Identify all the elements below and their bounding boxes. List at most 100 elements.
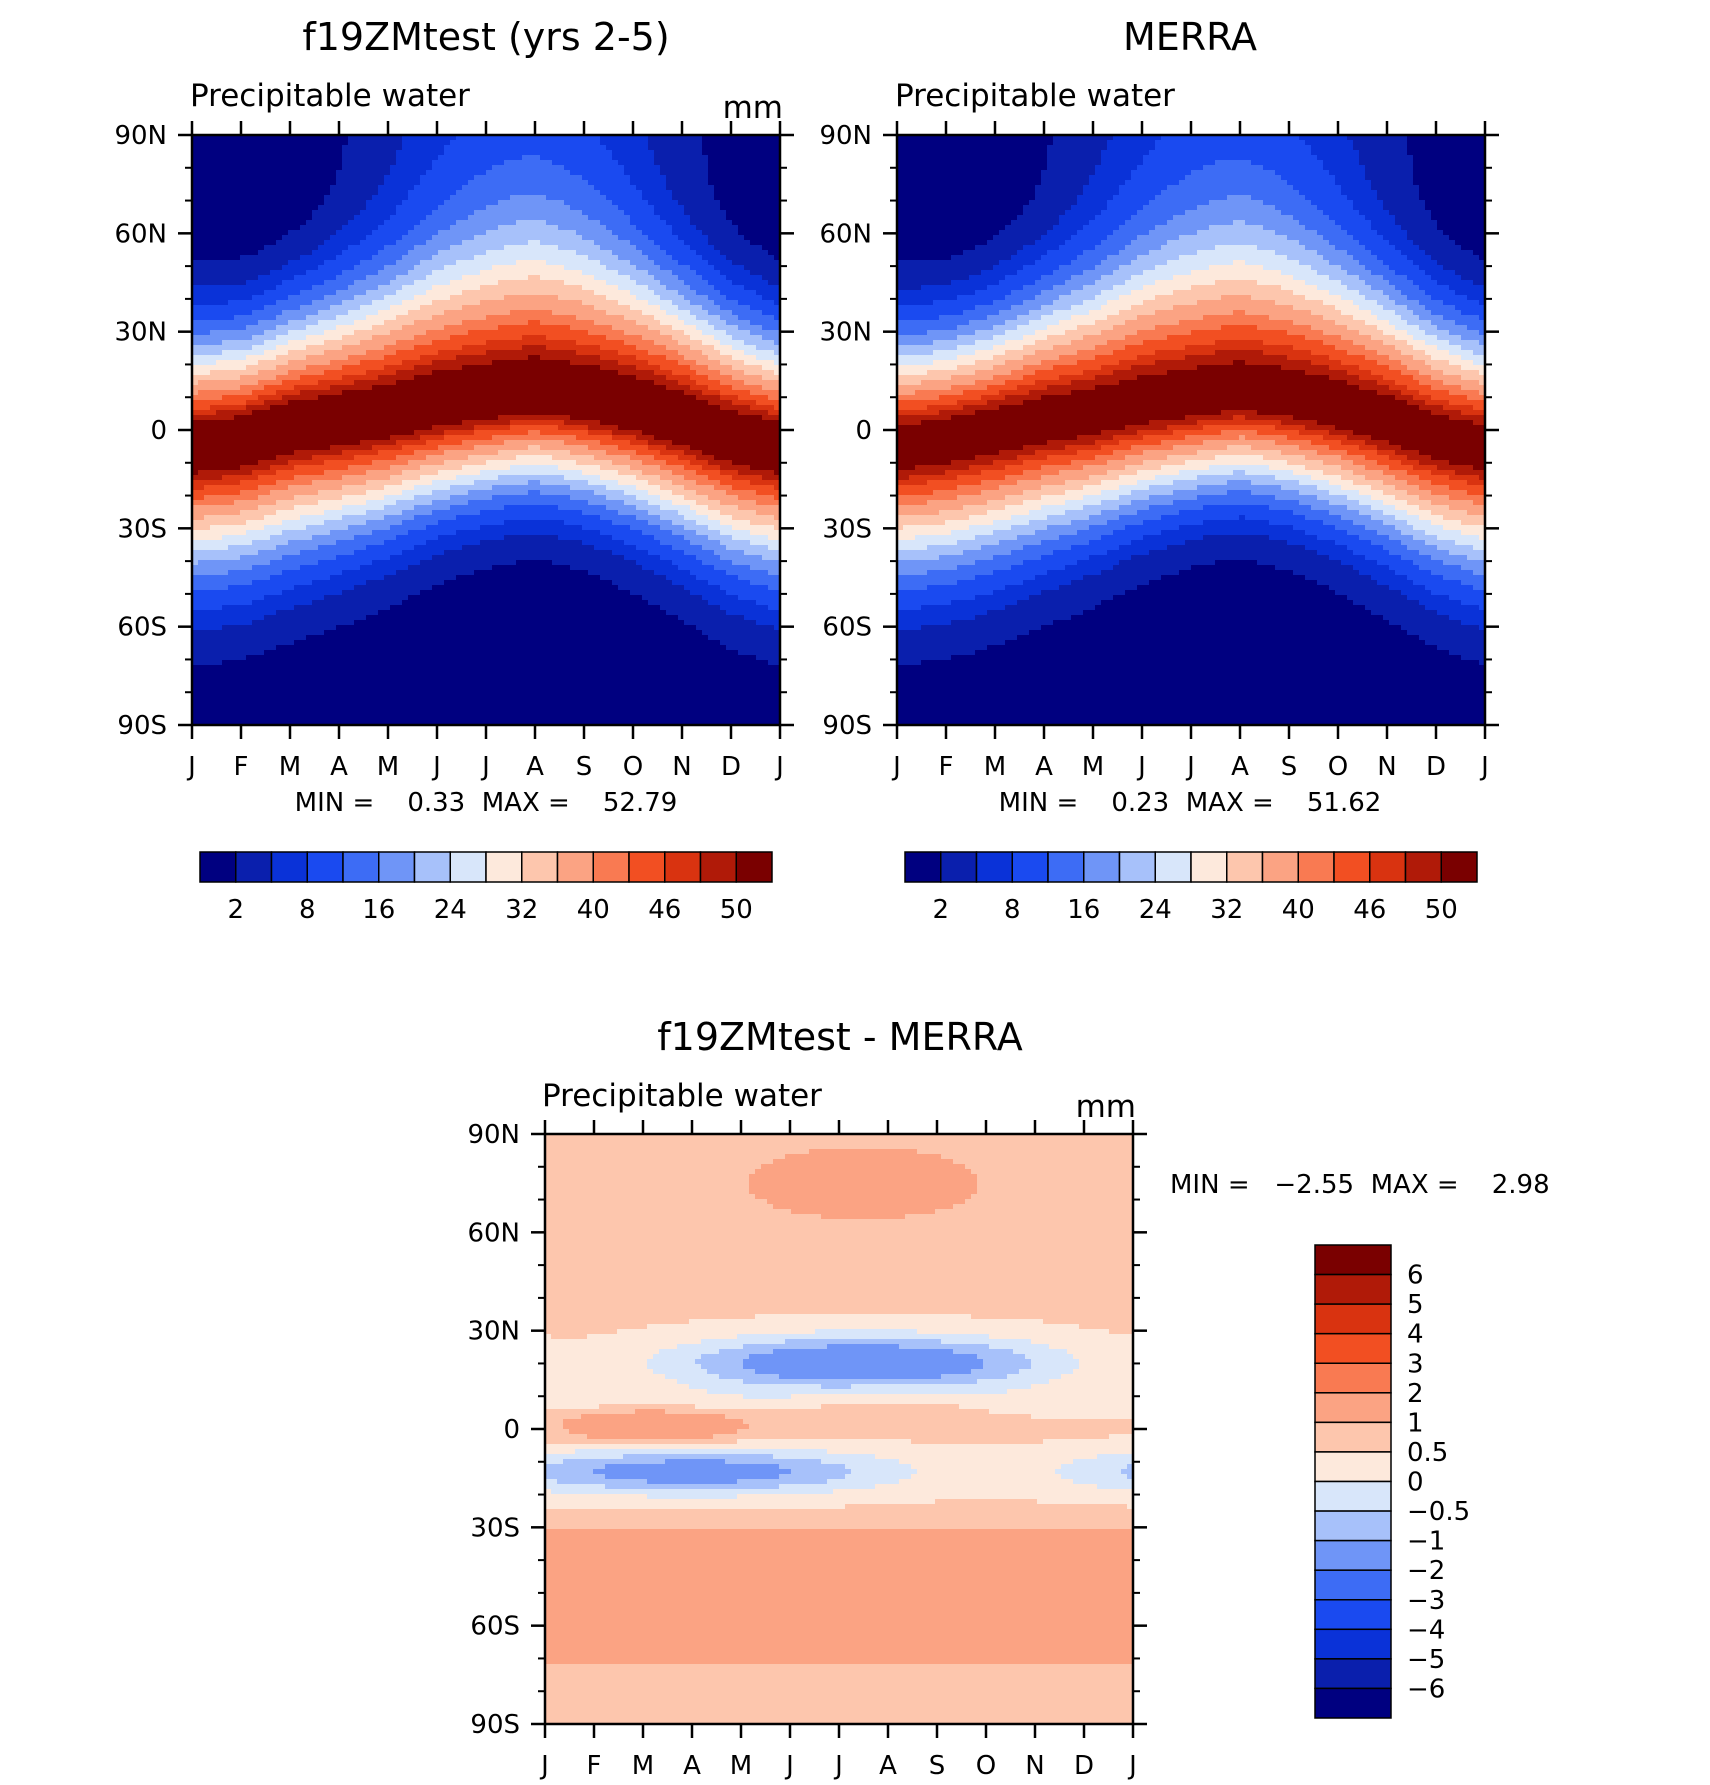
field-cell — [762, 135, 769, 141]
field-cell — [222, 250, 229, 256]
field-cell — [540, 245, 547, 251]
field-cell — [258, 170, 265, 176]
field-cell — [282, 145, 289, 151]
field-cell — [534, 295, 541, 301]
field-cell — [768, 315, 775, 321]
field-cell — [552, 175, 559, 181]
field-cell — [216, 210, 223, 216]
field-cell — [204, 205, 211, 211]
field-cell — [300, 295, 307, 301]
field-cell — [258, 345, 265, 351]
field-cell — [570, 290, 577, 296]
field-cell — [762, 180, 769, 186]
field-cell — [552, 155, 559, 161]
field-cell — [498, 320, 505, 326]
field-cell — [756, 140, 763, 146]
field-cell — [738, 295, 745, 301]
field-cell — [276, 345, 283, 351]
field-cell — [558, 370, 565, 376]
field-cell — [198, 295, 205, 301]
field-cell — [348, 280, 355, 286]
field-cell — [660, 330, 667, 336]
field-cell — [246, 230, 253, 236]
field-cell — [540, 380, 547, 386]
field-cell — [348, 140, 355, 146]
field-cell — [480, 305, 487, 311]
field-cell — [474, 220, 481, 226]
field-cell — [726, 170, 733, 176]
field-cell — [426, 335, 433, 341]
field-cell — [594, 345, 601, 351]
field-cell — [606, 280, 613, 286]
field-cell — [480, 295, 487, 301]
field-cell — [756, 155, 763, 161]
field-cell — [774, 270, 780, 276]
field-cell — [426, 195, 433, 201]
field-cell — [498, 265, 505, 271]
field-cell — [762, 340, 769, 346]
field-cell — [450, 330, 457, 336]
field-cell — [666, 310, 673, 316]
field-cell — [516, 200, 523, 206]
field-cell — [666, 195, 673, 201]
field-cell — [594, 255, 601, 261]
field-cell — [534, 220, 541, 226]
field-cell — [378, 375, 385, 381]
field-cell — [384, 370, 391, 376]
field-cell — [648, 335, 655, 341]
field-cell — [678, 300, 685, 306]
field-cell — [570, 305, 577, 311]
field-cell — [402, 260, 409, 266]
field-cell — [300, 245, 307, 251]
field-cell — [660, 305, 667, 311]
field-cell — [708, 305, 715, 311]
field-cell — [312, 345, 319, 351]
field-cell — [486, 155, 493, 161]
field-cell — [642, 255, 649, 261]
field-cell — [498, 280, 505, 286]
field-cell — [558, 165, 565, 171]
field-cell — [522, 165, 529, 171]
field-cell — [504, 220, 511, 226]
field-cell — [606, 150, 613, 156]
field-cell — [648, 285, 655, 291]
field-cell — [432, 225, 439, 231]
field-cell — [348, 285, 355, 291]
field-cell — [456, 380, 463, 386]
field-cell — [714, 310, 721, 316]
field-cell — [300, 160, 307, 166]
field-cell — [654, 150, 661, 156]
field-cell — [612, 295, 619, 301]
field-cell — [198, 215, 205, 221]
field-cell — [300, 315, 307, 321]
field-cell — [342, 255, 349, 261]
field-cell — [360, 180, 367, 186]
field-cell — [510, 140, 517, 146]
field-cell — [384, 145, 391, 151]
field-cell — [252, 285, 259, 291]
field-cell — [450, 215, 457, 221]
field-cell — [438, 355, 445, 361]
field-cell — [762, 280, 769, 286]
field-cell — [522, 215, 529, 221]
field-cell — [582, 300, 589, 306]
field-cell — [270, 315, 277, 321]
field-cell — [672, 235, 679, 241]
field-cell — [510, 365, 517, 371]
field-cell — [234, 380, 241, 386]
field-cell — [336, 165, 343, 171]
field-cell — [420, 320, 427, 326]
field-cell — [312, 260, 319, 266]
field-cell — [648, 340, 655, 346]
field-cell — [402, 365, 409, 371]
field-cell — [372, 330, 379, 336]
field-cell — [264, 175, 271, 181]
field-cell — [732, 145, 739, 151]
field-cell — [402, 150, 409, 156]
field-cell — [522, 180, 529, 186]
field-cell — [630, 270, 637, 276]
field-cell — [204, 245, 211, 251]
field-cell — [462, 200, 469, 206]
field-cell — [312, 140, 319, 146]
field-cell — [252, 185, 259, 191]
